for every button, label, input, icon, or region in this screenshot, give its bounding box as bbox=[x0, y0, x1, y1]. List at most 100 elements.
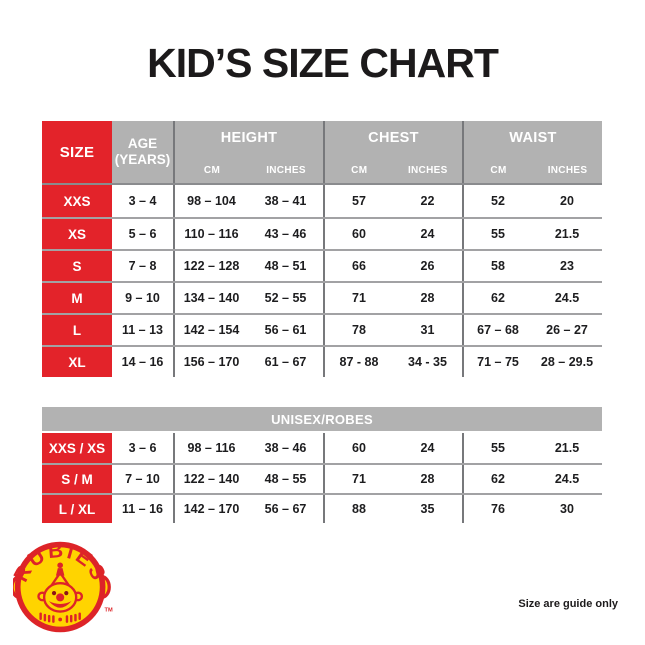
waist-cm-cell: 58 bbox=[462, 251, 532, 281]
age-cell: 9 – 10 bbox=[112, 283, 173, 313]
waist-inches-cell: 28 – 29.5 bbox=[532, 347, 602, 377]
chest-cm-cell: 87 - 88 bbox=[323, 347, 393, 377]
waist-inches-cell: 23 bbox=[532, 251, 602, 281]
height-inches-cell: 56 – 67 bbox=[248, 495, 323, 523]
height-cm-label: CM bbox=[203, 165, 221, 176]
chest-inches-cell: 34 - 35 bbox=[393, 347, 462, 377]
height-inches-cell: 52 – 55 bbox=[248, 283, 323, 313]
waist-cm-cell: 76 bbox=[462, 495, 532, 523]
kids-size-table: SIZE AGE (YEARS) HEIGHT CM INCHES CHEST … bbox=[42, 121, 602, 377]
waist-inches-cell: 21.5 bbox=[532, 433, 602, 463]
height-column-header: HEIGHT CM INCHES bbox=[173, 121, 323, 183]
age-cell: 7 – 8 bbox=[112, 251, 173, 281]
rubies-logo: RUBIES TM bbox=[13, 539, 113, 633]
age-column-header: AGE (YEARS) bbox=[112, 121, 173, 183]
height-inches-cell: 61 – 67 bbox=[248, 347, 323, 377]
height-subheaders: CM INCHES bbox=[175, 165, 323, 176]
height-inches-cell: 43 – 46 bbox=[248, 219, 323, 249]
chest-cm-cell: 88 bbox=[323, 495, 393, 523]
size-cell: XS bbox=[42, 219, 112, 249]
clown-nose bbox=[56, 593, 65, 602]
chest-cm-cell: 78 bbox=[323, 315, 393, 345]
chest-cm-label: CM bbox=[351, 165, 368, 176]
chest-inches-cell: 28 bbox=[393, 465, 462, 493]
chest-inches-cell: 22 bbox=[393, 185, 462, 217]
waist-column-header: WAIST CM INCHES bbox=[462, 121, 602, 183]
age-cell: 11 – 13 bbox=[112, 315, 173, 345]
height-inches-cell: 56 – 61 bbox=[248, 315, 323, 345]
chest-inches-cell: 28 bbox=[393, 283, 462, 313]
age-header-line1: AGE bbox=[127, 136, 158, 152]
table-row-xxs: XXS 3 – 4 98 – 104 38 – 41 57 22 52 20 bbox=[42, 185, 602, 217]
waist-header-label: WAIST bbox=[509, 130, 557, 146]
clown-collar bbox=[39, 612, 81, 623]
height-inches-cell: 38 – 46 bbox=[248, 433, 323, 463]
waist-cm-cell: 52 bbox=[462, 185, 532, 217]
waist-inches-cell: 24.5 bbox=[532, 283, 602, 313]
unisex-robes-table: UNISEX/ROBES XXS / XS 3 – 6 98 – 116 38 … bbox=[42, 407, 602, 523]
table-header-row: SIZE AGE (YEARS) HEIGHT CM INCHES CHEST … bbox=[42, 121, 602, 185]
size-cell: XL bbox=[42, 347, 112, 377]
height-inches-label: INCHES bbox=[266, 165, 306, 176]
waist-cm-cell: 71 – 75 bbox=[462, 347, 532, 377]
height-cm-cell: 98 – 116 bbox=[173, 433, 248, 463]
waist-inches-label: INCHES bbox=[547, 165, 588, 176]
waist-inches-cell: 20 bbox=[532, 185, 602, 217]
clown-hat-figure bbox=[57, 562, 63, 569]
size-guide-note: Size are guide only bbox=[518, 598, 618, 610]
waist-inches-cell: 24.5 bbox=[532, 465, 602, 493]
height-inches-cell: 38 – 41 bbox=[248, 185, 323, 217]
size-cell: XXS bbox=[42, 185, 112, 217]
size-cell: M bbox=[42, 283, 112, 313]
chest-column-header: CHEST CM INCHES bbox=[323, 121, 462, 183]
chest-cm-cell: 60 bbox=[323, 433, 393, 463]
chest-inches-cell: 24 bbox=[393, 433, 462, 463]
waist-subheaders: CM INCHES bbox=[464, 165, 602, 176]
table-row-s-m: S / M 7 – 10 122 – 140 48 – 55 71 28 62 … bbox=[42, 463, 602, 493]
size-cell: S bbox=[42, 251, 112, 281]
waist-cm-cell: 55 bbox=[462, 219, 532, 249]
size-column-header: SIZE bbox=[42, 121, 112, 183]
chest-inches-label: INCHES bbox=[407, 165, 448, 176]
height-cm-cell: 142 – 170 bbox=[173, 495, 248, 523]
height-cm-cell: 110 – 116 bbox=[173, 219, 248, 249]
table-row-m: M 9 – 10 134 – 140 52 – 55 71 28 62 24.5 bbox=[42, 281, 602, 313]
chest-cm-cell: 57 bbox=[323, 185, 393, 217]
waist-cm-cell: 67 – 68 bbox=[462, 315, 532, 345]
size-cell: XXS / XS bbox=[42, 433, 112, 463]
waist-cm-cell: 62 bbox=[462, 465, 532, 493]
chest-cm-cell: 71 bbox=[323, 283, 393, 313]
age-cell: 7 – 10 bbox=[112, 465, 173, 493]
waist-inches-cell: 26 – 27 bbox=[532, 315, 602, 345]
waist-cm-label: CM bbox=[490, 165, 507, 176]
height-cm-cell: 142 – 154 bbox=[173, 315, 248, 345]
clown-smile bbox=[48, 601, 72, 608]
logo-tm-mark: TM bbox=[105, 608, 113, 614]
chest-cm-cell: 60 bbox=[323, 219, 393, 249]
chest-cm-cell: 66 bbox=[323, 251, 393, 281]
table-row-xxs-xs: XXS / XS 3 – 6 98 – 116 38 – 46 60 24 55… bbox=[42, 433, 602, 463]
table-row-l-xl: L / XL 11 – 16 142 – 170 56 – 67 88 35 7… bbox=[42, 493, 602, 523]
unisex-robes-banner: UNISEX/ROBES bbox=[42, 407, 602, 431]
clown-hat bbox=[50, 571, 70, 586]
age-cell: 11 – 16 bbox=[112, 495, 173, 523]
age-cell: 5 – 6 bbox=[112, 219, 173, 249]
waist-cm-cell: 55 bbox=[462, 433, 532, 463]
age-cell: 14 – 16 bbox=[112, 347, 173, 377]
height-inches-cell: 48 – 55 bbox=[248, 465, 323, 493]
height-cm-cell: 122 – 140 bbox=[173, 465, 248, 493]
chest-header-label: CHEST bbox=[368, 130, 419, 146]
chest-subheaders: CM INCHES bbox=[325, 165, 462, 176]
waist-cm-cell: 62 bbox=[462, 283, 532, 313]
chest-inches-cell: 26 bbox=[393, 251, 462, 281]
height-inches-cell: 48 – 51 bbox=[248, 251, 323, 281]
age-cell: 3 – 6 bbox=[112, 433, 173, 463]
size-cell: S / M bbox=[42, 465, 112, 493]
waist-inches-cell: 21.5 bbox=[532, 219, 602, 249]
chest-cm-cell: 71 bbox=[323, 465, 393, 493]
table-row-xl: XL 14 – 16 156 – 170 61 – 67 87 - 88 34 … bbox=[42, 345, 602, 377]
table-row-l: L 11 – 13 142 – 154 56 – 61 78 31 67 – 6… bbox=[42, 313, 602, 345]
waist-inches-cell: 30 bbox=[532, 495, 602, 523]
height-cm-cell: 156 – 170 bbox=[173, 347, 248, 377]
